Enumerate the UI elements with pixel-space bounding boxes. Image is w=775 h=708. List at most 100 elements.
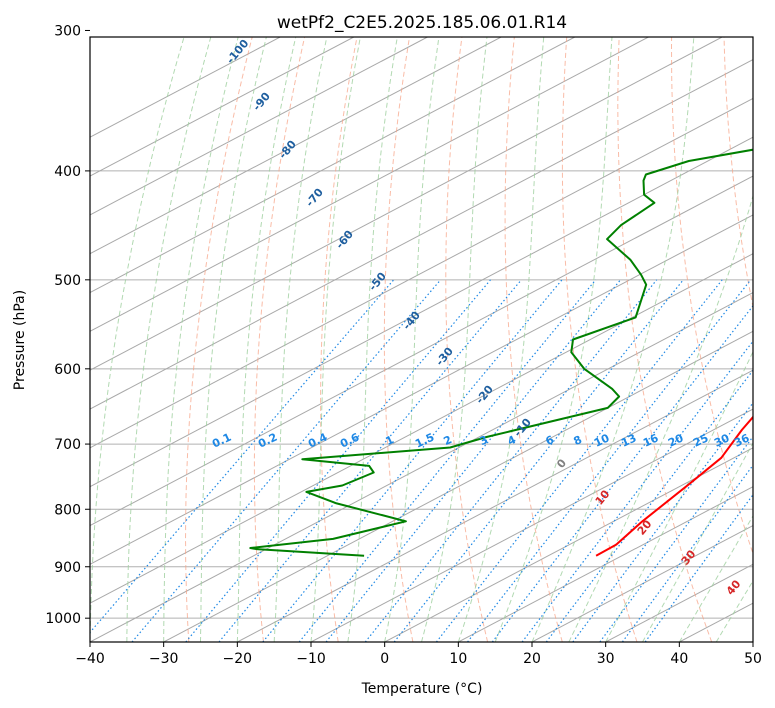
isotherm-line	[90, 37, 428, 216]
mixing-ratio-label: 13	[619, 431, 638, 449]
isotherm-line	[90, 37, 502, 255]
mixing-ratio-line	[467, 279, 752, 642]
mixing-ratio-line	[393, 279, 684, 642]
dry-adiabat-label: -80	[276, 138, 299, 162]
isotherm-line	[90, 37, 281, 138]
moist-adiabat-label: 10	[593, 487, 613, 507]
mixing-ratio-line	[491, 304, 753, 642]
mixing-ratio-line	[572, 401, 753, 642]
mixing-ratio-line	[325, 279, 621, 642]
x-axis: −40 −30 −20 −10 0 10 20 30 40 50	[75, 642, 762, 667]
moist-adiabat-line	[200, 37, 267, 642]
dry-adiabat-label: -40	[400, 309, 423, 333]
mixing-ratio-line	[218, 279, 522, 642]
mixing-ratio-label: 1	[384, 433, 396, 448]
moist-adiabat-line	[421, 37, 488, 642]
dry-adiabat-line	[670, 37, 753, 555]
moist-adiabat-line	[90, 37, 185, 642]
mixing-ratio-line	[364, 279, 658, 642]
y-tick-label: 600	[54, 362, 81, 378]
isotherm-line	[90, 37, 576, 294]
moist-adiabat-line	[126, 37, 212, 642]
isotherm-line	[163, 330, 753, 642]
isotherm-line	[90, 136, 753, 488]
y-tick-label: 800	[54, 502, 81, 518]
moist-adiabat-line	[347, 37, 398, 642]
mixing-ratio-label: 3	[478, 433, 490, 448]
x-axis-label: Temperature (°C)	[361, 681, 483, 697]
mixing-ratio-label: 0.6	[338, 430, 361, 450]
x-tick-label: 50	[744, 651, 762, 667]
moist-adiabat-label: 30	[679, 547, 699, 567]
y-tick-label: 300	[54, 23, 81, 39]
mixing-ratio-line	[435, 279, 723, 642]
isotherm-line	[90, 214, 753, 565]
x-tick-label: −20	[223, 651, 253, 667]
x-tick-label: 40	[670, 651, 688, 667]
isotherm-line	[310, 408, 753, 642]
x-tick-label: −10	[296, 651, 326, 667]
plot-area	[90, 37, 753, 642]
isotherm-line	[90, 59, 753, 410]
x-tick-label: −30	[149, 651, 179, 667]
moist-adiabat-line	[494, 37, 613, 642]
isotherm-line	[531, 524, 753, 642]
temperature-profile-line	[595, 415, 753, 557]
moist-adiabat-line	[715, 579, 753, 642]
dry-adiabat-line	[383, 37, 414, 642]
moist-adiabat-line	[457, 37, 545, 642]
y-tick-label: 900	[54, 560, 81, 576]
isotherm-line	[384, 447, 753, 642]
y-tick-label: 700	[54, 437, 81, 453]
mixing-ratio-line	[644, 493, 753, 642]
isotherm-line	[90, 175, 753, 527]
isotherm-line	[458, 486, 753, 642]
mixing-ratio-label: 20	[666, 431, 686, 449]
mixing-ratio-label: 16	[641, 431, 661, 449]
chart-title: wetPf2_C2E5.2025.185.06.01.R14	[277, 13, 567, 33]
x-tick-label: −40	[75, 651, 105, 667]
mixing-ratio-label: 30	[712, 431, 732, 449]
mixing-ratio-label: 1.5	[413, 431, 436, 451]
mixing-ratio-label: 36	[732, 431, 752, 449]
isotherm-line	[90, 97, 753, 449]
y-tick-label: 500	[54, 273, 81, 289]
y-axis: 1002003004005006007008009001000	[45, 23, 90, 627]
mixing-ratio-line	[521, 340, 753, 642]
moist-adiabat-line	[236, 37, 297, 642]
isotherm-line	[90, 291, 753, 642]
moist-adiabat-line	[642, 441, 753, 642]
dry-adiabat-label: -20	[473, 383, 496, 407]
moist-adiabat-line	[605, 350, 753, 642]
moist-adiabat-line	[384, 37, 440, 642]
dry-adiabat-label: -30	[433, 345, 456, 369]
mixing-ratio-line	[298, 279, 597, 642]
moist-adiabat-line	[163, 37, 239, 642]
x-tick-label: 10	[449, 651, 467, 667]
dry-adiabat-label: -100	[224, 37, 252, 67]
moist-adiabat-line	[531, 37, 695, 642]
mixing-ratio-line	[262, 279, 563, 642]
mixing-ratio-label: 10	[592, 431, 612, 449]
y-axis-label: Pressure (hPa)	[12, 290, 28, 390]
y-tick-label: 1000	[45, 611, 81, 627]
dry-adiabat-line	[617, 37, 713, 642]
mixing-ratio-line	[599, 435, 753, 642]
dry-adiabat-line	[504, 37, 563, 642]
dewpoint-profile-line	[249, 148, 753, 557]
isotherm-line	[90, 37, 649, 332]
y-tick-label: 400	[54, 164, 81, 180]
dry-adiabat-label: -70	[303, 186, 326, 210]
dry-adiabat-line	[320, 37, 358, 642]
isotherm-line	[237, 369, 753, 642]
mixing-ratio-line	[621, 464, 753, 642]
moist-adiabat-line	[678, 514, 753, 642]
plot-frame	[89, 36, 754, 643]
mixing-ratio-label: 8	[572, 433, 584, 448]
mixing-ratio-label: 0.2	[256, 431, 279, 451]
mixing-ratio-label: 0.4	[306, 430, 329, 450]
isotherm-line	[752, 641, 753, 642]
moist-adiabat-line	[273, 37, 328, 642]
dry-adiabat-line	[445, 37, 489, 642]
